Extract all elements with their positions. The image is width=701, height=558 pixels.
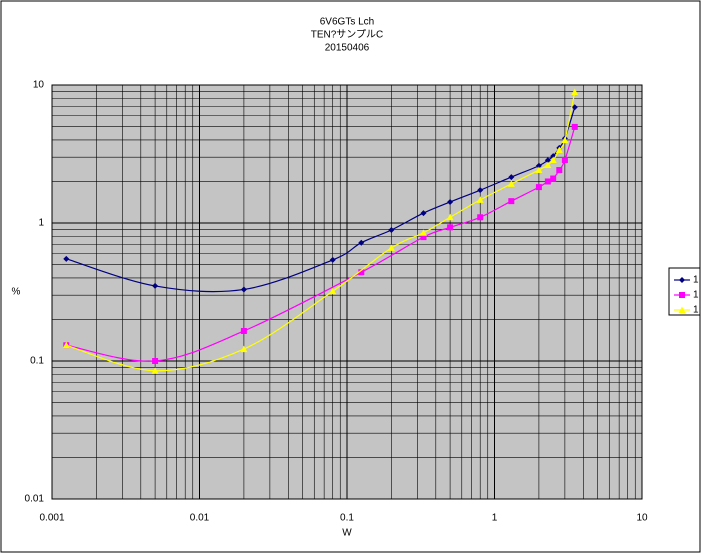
marker [240, 345, 248, 353]
y-axis-label: % [12, 287, 21, 298]
marker [544, 157, 551, 164]
marker [63, 255, 70, 262]
marker [240, 327, 247, 334]
y-tick-label: 1 [38, 218, 44, 229]
marker [555, 146, 563, 154]
chart-title: TEN?サンプルC [311, 29, 383, 41]
marker [152, 358, 159, 364]
marker [152, 282, 159, 289]
marker [477, 187, 484, 194]
marker [329, 256, 336, 263]
marker [535, 184, 542, 191]
marker [544, 161, 552, 169]
marker [240, 286, 247, 293]
marker [358, 269, 365, 276]
marker [388, 226, 395, 233]
marker [447, 224, 454, 231]
y-tick-label: 0.1 [30, 356, 44, 367]
legend-marker [678, 306, 686, 313]
legend-label: 1 [693, 275, 699, 286]
marker [329, 287, 337, 295]
marker [447, 198, 454, 205]
marker [420, 210, 427, 217]
marker [550, 175, 557, 182]
y-tick-label: 10 [33, 80, 45, 91]
marker [507, 180, 515, 187]
marker [535, 166, 543, 174]
marker [476, 196, 484, 203]
marker [556, 167, 563, 174]
legend-marker [679, 277, 685, 283]
marker [477, 214, 484, 221]
marker [387, 244, 395, 251]
marker [508, 198, 515, 205]
series-line [66, 107, 576, 293]
y-tick-label: 0.01 [25, 494, 45, 505]
marker [151, 367, 159, 374]
x-axis-label: W [342, 528, 352, 539]
marker [508, 174, 515, 181]
x-tick-label: 0.1 [340, 513, 354, 524]
x-tick-label: 10 [636, 513, 648, 524]
legend-label: 1 [693, 305, 699, 316]
marker [549, 156, 557, 164]
marker [544, 178, 551, 185]
chart-title: 6V6GTs Lch [320, 17, 374, 28]
marker [446, 213, 454, 221]
legend-label: 1 [693, 290, 699, 301]
legend-box [668, 267, 701, 316]
marker [419, 229, 427, 236]
x-tick-label: 0.001 [39, 513, 64, 524]
marker [535, 162, 542, 169]
marker [571, 123, 578, 130]
legend-marker [679, 292, 685, 298]
marker [561, 136, 569, 144]
marker [62, 341, 70, 349]
chart-title: 20150406 [325, 43, 370, 54]
x-tick-label: 1 [492, 513, 498, 524]
marker [420, 234, 427, 241]
marker [571, 88, 579, 95]
marker [571, 104, 578, 111]
marker [358, 239, 365, 246]
x-tick-label: 0.01 [190, 513, 210, 524]
marker [561, 157, 568, 164]
